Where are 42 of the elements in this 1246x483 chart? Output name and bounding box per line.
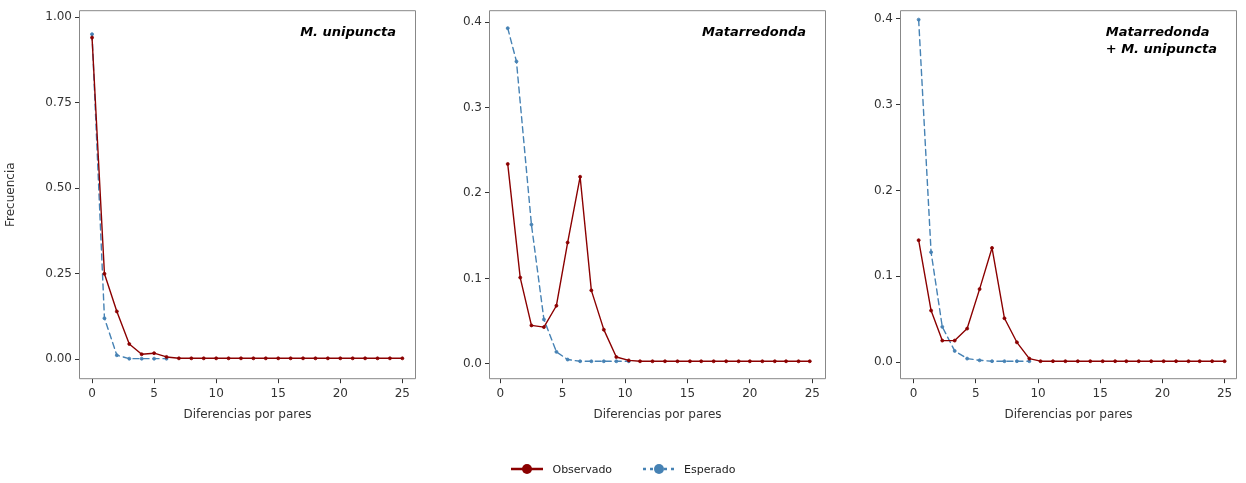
x-tick-label: 20 xyxy=(742,385,758,400)
x-tick-label: 5 xyxy=(150,385,158,400)
x-tick-label: 5 xyxy=(558,385,567,400)
x-tick-label: 10 xyxy=(1030,385,1046,400)
y-tick-label: 0.4 xyxy=(462,14,482,29)
x-tick-label: 0 xyxy=(909,385,918,400)
x-axis-title: Diferencias por pares xyxy=(1004,406,1133,421)
y-tick-label: 0.50 xyxy=(45,180,72,195)
y-tick-label: 0.1 xyxy=(873,268,893,283)
x-tick-label: 25 xyxy=(804,385,820,400)
x-tick-label: 10 xyxy=(208,385,224,400)
legend-label: Esperado xyxy=(684,462,736,476)
x-tick-label: 20 xyxy=(332,385,348,400)
y-tick-label: 0.25 xyxy=(45,265,72,280)
y-tick-label: 0.1 xyxy=(462,270,482,285)
text: Matarredonda + M. unipuncta xyxy=(1105,24,1217,57)
y-tick-label: 0.4 xyxy=(873,10,893,25)
x-tick-label: 15 xyxy=(270,385,286,400)
y-tick-label: 0.00 xyxy=(45,351,72,366)
x-tick-label: 15 xyxy=(679,385,696,400)
y-axis-title: Frecuencia xyxy=(3,162,18,227)
x-tick-label: 10 xyxy=(617,385,633,400)
x-axis-title: Diferencias por pares xyxy=(183,406,312,421)
x-tick-label: 20 xyxy=(1154,385,1171,400)
text: Matarredonda xyxy=(702,24,806,40)
y-tick-label: 0.2 xyxy=(873,182,893,197)
y-tick-label: 0.2 xyxy=(462,185,482,200)
y-tick-label: 0.3 xyxy=(873,96,893,111)
x-tick-label: 25 xyxy=(394,385,410,400)
text: M. unipuncta xyxy=(300,24,396,40)
legend-label: Observado xyxy=(552,462,613,476)
x-tick-label: 5 xyxy=(972,385,980,400)
y-tick-label: 0.3 xyxy=(462,99,482,114)
x-axis-title: Diferencias por pares xyxy=(593,406,722,421)
y-tick-label: 1.00 xyxy=(45,9,72,24)
x-tick-label: 15 xyxy=(1092,385,1108,400)
y-tick-label: 0.0 xyxy=(873,354,893,369)
y-tick-label: 0.75 xyxy=(45,94,72,109)
x-tick-label: 25 xyxy=(1216,385,1233,400)
x-tick-label: 0 xyxy=(496,385,505,400)
y-tick-label: 0.0 xyxy=(462,355,482,370)
x-tick-label: 0 xyxy=(88,385,96,400)
